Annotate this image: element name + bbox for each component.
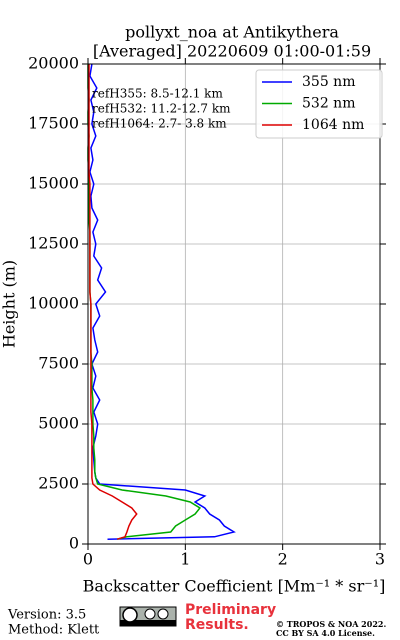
preliminary-note: Preliminary <box>185 602 276 618</box>
y-tick-label: 5000 <box>38 414 79 433</box>
annotation: refH355: 8.5-12.1 km <box>92 87 223 101</box>
y-tick-label: 15000 <box>28 174 79 193</box>
x-tick-label: 3 <box>375 550 385 569</box>
legend-label: 1064 nm <box>302 117 364 133</box>
version: Version: 3.5 <box>7 608 86 623</box>
annotation: refH1064: 2.7- 3.8 km <box>92 117 227 131</box>
legend: 355 nm 532 nm 1064 nm <box>255 69 383 139</box>
y-tick-label: 2500 <box>38 474 79 493</box>
y-tick-label: 12500 <box>28 234 79 253</box>
license: CC BY SA 4.0 License. <box>276 628 375 638</box>
preliminary-note: Results. <box>185 617 249 633</box>
x-axis-label: Backscatter Coefficient [Mm⁻¹ * sr⁻¹] <box>83 577 386 596</box>
cc-badge <box>119 606 177 627</box>
y-tick-label: 10000 <box>28 294 79 313</box>
annotation: refH532: 11.2-12.7 km <box>92 102 231 116</box>
legend-box <box>255 69 383 139</box>
profile-line <box>87 64 202 540</box>
x-tick-label: 2 <box>278 550 288 569</box>
y-tick-label: 7500 <box>38 354 79 373</box>
x-tick-label: 0 <box>83 550 93 569</box>
chart-subtitle: [Averaged] 20220609 01:00-01:59 <box>93 42 371 61</box>
y-tick-label: 0 <box>69 534 79 553</box>
method: Method: Klett <box>8 623 100 638</box>
plot-frame <box>87 63 381 545</box>
legend-label: 355 nm <box>302 74 355 90</box>
profile-line <box>88 64 138 540</box>
chart-title: pollyxt_noa at Antikythera <box>125 23 339 42</box>
copyright: © TROPOS & NOA 2022. <box>276 619 386 629</box>
y-axis-label: Height (m) <box>0 260 19 348</box>
x-tick-label: 1 <box>180 550 190 569</box>
y-tick-label: 17500 <box>28 114 79 133</box>
legend-label: 532 nm <box>302 96 355 112</box>
profile-line <box>89 63 236 540</box>
y-tick-label: 20000 <box>28 54 79 73</box>
